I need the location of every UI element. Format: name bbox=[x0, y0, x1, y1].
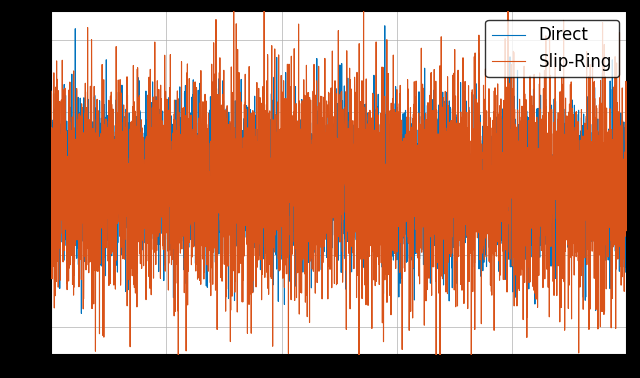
Direct bbox=[268, 91, 275, 96]
Direct bbox=[422, 139, 430, 143]
Direct bbox=[623, 215, 631, 220]
Direct bbox=[381, 23, 388, 28]
Slip-Ring bbox=[268, 179, 275, 183]
Slip-Ring bbox=[47, 89, 55, 93]
Line: Direct: Direct bbox=[51, 26, 627, 313]
Direct bbox=[477, 262, 485, 266]
Direct bbox=[47, 161, 55, 166]
Direct bbox=[521, 119, 529, 123]
Line: Slip-Ring: Slip-Ring bbox=[51, 0, 627, 376]
Direct bbox=[77, 311, 85, 316]
Slip-Ring bbox=[623, 226, 631, 231]
Slip-Ring bbox=[422, 189, 429, 194]
Slip-Ring bbox=[152, 262, 159, 267]
Direct bbox=[152, 94, 160, 99]
Slip-Ring bbox=[393, 172, 401, 177]
Slip-Ring bbox=[467, 373, 475, 378]
Legend: Direct, Slip-Ring: Direct, Slip-Ring bbox=[486, 20, 619, 77]
Slip-Ring bbox=[521, 212, 529, 217]
Slip-Ring bbox=[477, 168, 485, 173]
Direct bbox=[393, 258, 401, 262]
